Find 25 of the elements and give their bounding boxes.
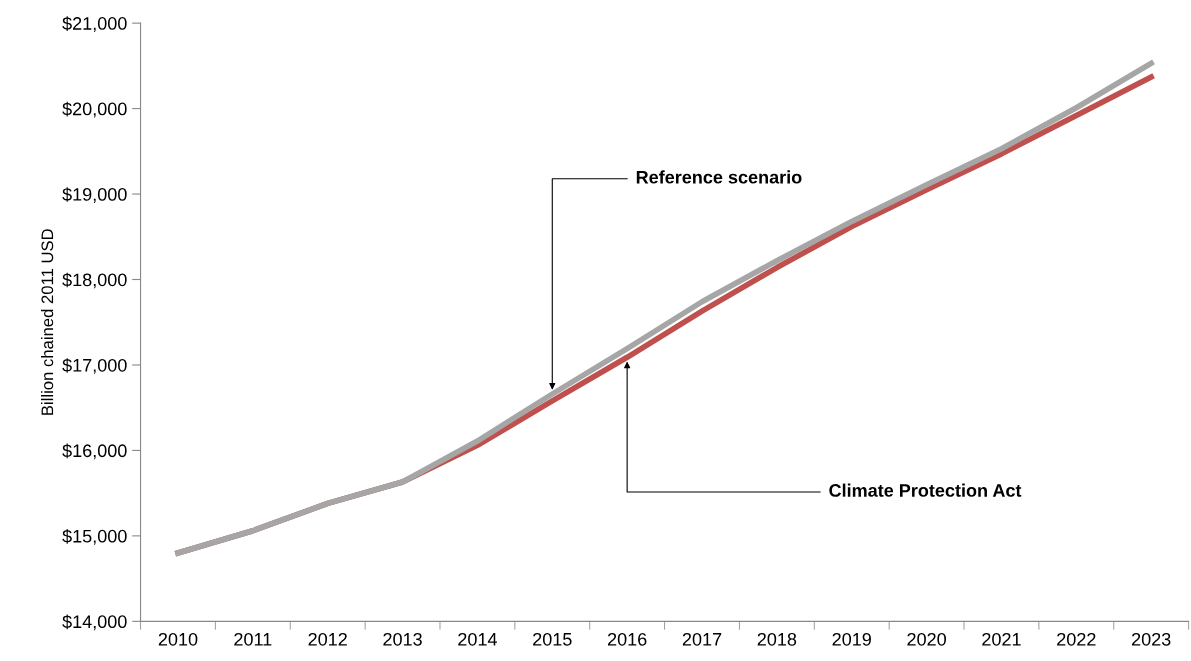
x-tick-label: 2021 — [982, 632, 1021, 646]
y-tick-label: $17,000 — [62, 358, 127, 374]
x-tick-label: 2015 — [533, 632, 572, 646]
y-tick-label: $19,000 — [62, 187, 127, 203]
x-tick-label: 2012 — [308, 632, 347, 646]
y-axis-title: Billion chained 2011 USD — [40, 229, 54, 415]
x-tick-label: 2013 — [383, 632, 422, 646]
y-tick-label: $14,000 — [62, 614, 127, 631]
x-tick-label: 2019 — [832, 632, 871, 646]
x-tick-label: 2011 — [234, 632, 272, 646]
y-tick-label: $18,000 — [62, 272, 127, 289]
y-tick-label: $21,000 — [62, 16, 127, 32]
y-tick-label: $20,000 — [62, 101, 127, 118]
x-tick-label: 2018 — [757, 632, 797, 646]
x-tick-label: 2014 — [458, 632, 497, 646]
x-tick-label: 2020 — [907, 632, 946, 646]
x-tick-label: 2022 — [1057, 632, 1096, 646]
x-tick-label: 2023 — [1132, 632, 1171, 646]
annotation: Climate Protection Act — [829, 483, 1022, 497]
x-tick-label: 2010 — [158, 632, 198, 646]
x-tick-label: 2017 — [682, 632, 722, 646]
annotation: Reference scenario — [636, 170, 802, 184]
x-tick-label: 2016 — [607, 632, 647, 646]
y-tick-label: $16,000 — [62, 443, 127, 460]
y-tick-label: $15,000 — [62, 529, 127, 545]
